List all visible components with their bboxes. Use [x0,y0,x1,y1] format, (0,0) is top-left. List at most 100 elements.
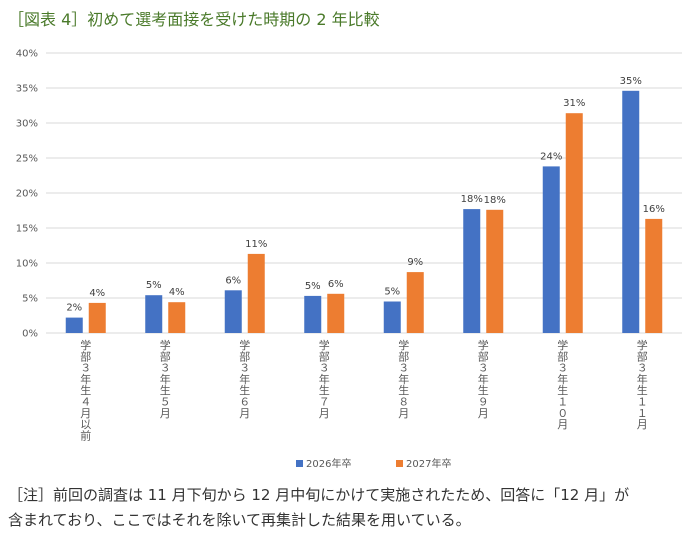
legend-label-2026: 2026年卒 [306,457,351,470]
category-label-char: 年 [160,372,171,386]
bar-2027 [565,113,583,333]
category-label-char: 学 [398,338,409,352]
category-label-char: 部 [319,349,330,363]
category-label-char: 学 [80,338,91,352]
category-label-char: 生 [239,383,250,397]
category-label-char: 月 [319,407,330,420]
category-label-char: ３ [478,362,489,375]
category-label-char: 部 [80,349,91,363]
category-label-char: ４ [80,396,91,409]
y-tick-label: 0% [22,329,38,340]
category-label-char: 月 [398,407,409,420]
data-label: 6% [328,279,344,290]
bar-2026 [65,317,83,333]
category-label-char: 生 [319,383,330,397]
category-label-char: 部 [160,349,171,363]
data-label: 31% [563,98,585,109]
category-label-char: 学 [160,338,171,352]
category-label-char: 生 [478,383,489,397]
bars [65,90,663,333]
category-label-char: ７ [319,396,330,409]
category-label-char: １ [637,407,648,420]
category-label-char: ５ [160,396,171,409]
category-label-char: 部 [557,349,568,363]
data-label: 35% [620,76,642,87]
category-label-char: 部 [239,349,250,363]
bar-2027 [327,293,345,333]
category-label-char: 月 [239,407,250,420]
bar-2026 [622,90,640,333]
chart-title: ［図表 4］初めて選考面接を受けた時期の 2 年比較 [8,10,380,29]
category-label-char: 年 [557,372,568,386]
bar-chart: 0% 5% 10% 15% 20% 25% 30% 35% 40% 2% 4% 5% 4% 6% 11% 5… [16,49,682,470]
category-label-char: ３ [160,362,171,375]
category-label-char: ３ [80,362,91,375]
data-label: 5% [305,281,321,292]
category-label-char: 年 [398,372,409,386]
category-label-char: 年 [319,372,330,386]
bar-2026 [145,295,163,333]
bar-2026 [383,301,401,333]
legend: 2026年卒 2027年卒 [296,457,451,470]
y-tick-label: 30% [16,119,38,130]
legend-swatch-2027 [396,460,403,467]
category-label-char: ８ [398,396,409,409]
data-label: 2% [66,303,82,314]
category-label-char: ３ [637,362,648,375]
footnote: ［注］前回の調査は 11 月下旬から 12 月中旬にかけて実施されたため、回答に… [8,483,688,533]
category-label-char: 月 [160,407,171,420]
bar-2027 [486,209,504,333]
y-tick-label: 35% [16,84,38,95]
bar-2027 [247,253,265,333]
category-label-char: 生 [160,383,171,397]
data-label: 4% [89,288,105,299]
data-label: 18% [484,195,506,206]
data-label: 4% [169,287,185,298]
category-label-char: ３ [557,362,568,375]
bar-2026 [542,166,560,333]
bar-2026 [224,290,242,333]
data-label: 18% [461,194,483,205]
bar-2026 [304,295,322,333]
category-label-char: 生 [637,383,648,397]
category-label-char: 年 [239,372,250,386]
category-label-char: 前 [80,428,91,442]
category-label-char: 生 [398,383,409,397]
x-axis-category-labels: 学部３年生４月以前学部３年生５月学部３年生６月学部３年生７月学部３年生８月学部３… [80,338,648,442]
category-label-char: 月 [637,418,648,431]
y-tick-label: 15% [16,224,38,235]
category-label-char: 年 [637,372,648,386]
category-label-char: 学 [239,338,250,352]
category-label-char: 部 [637,349,648,363]
data-label: 6% [225,275,241,286]
bar-2027 [88,302,106,333]
category-label-char: 年 [80,372,91,386]
category-label-char: ９ [478,396,489,409]
category-label-char: 生 [80,383,91,397]
category-label-char: 学 [319,338,330,352]
data-labels: 2% 4% 5% 4% 6% 11% 5% 6% 5% 9% 18% 18% 24% 31% 35% 16% [66,76,665,314]
category-label-char: 以 [80,418,91,431]
data-label: 11% [245,239,267,250]
bar-2027 [406,272,424,333]
bar-2026 [463,209,481,333]
gridlines [46,52,682,334]
data-label: 24% [540,151,562,162]
data-label: 16% [643,204,665,215]
category-label-char: １ [637,396,648,409]
category-label-char: ３ [239,362,250,375]
category-label-char: 月 [478,407,489,420]
legend-label-2027: 2027年卒 [406,457,451,470]
category-label-char: ６ [239,396,250,409]
footnote-line-1: ［注］前回の調査は 11 月下旬から 12 月中旬にかけて実施されたため、回答に… [8,486,630,504]
category-label-char: 月 [557,418,568,431]
legend-swatch-2026 [296,460,303,467]
category-label-char: 生 [557,383,568,397]
bar-2027 [645,218,663,333]
y-tick-label: 25% [16,154,38,165]
y-tick-label: 10% [16,259,38,270]
category-label-char: 学 [478,338,489,352]
category-label-char: 月 [80,407,91,420]
category-label-char: 学 [557,338,568,352]
footnote-line-2: 含まれており、ここではそれを除いて再集計した結果を用いている。 [8,511,471,529]
